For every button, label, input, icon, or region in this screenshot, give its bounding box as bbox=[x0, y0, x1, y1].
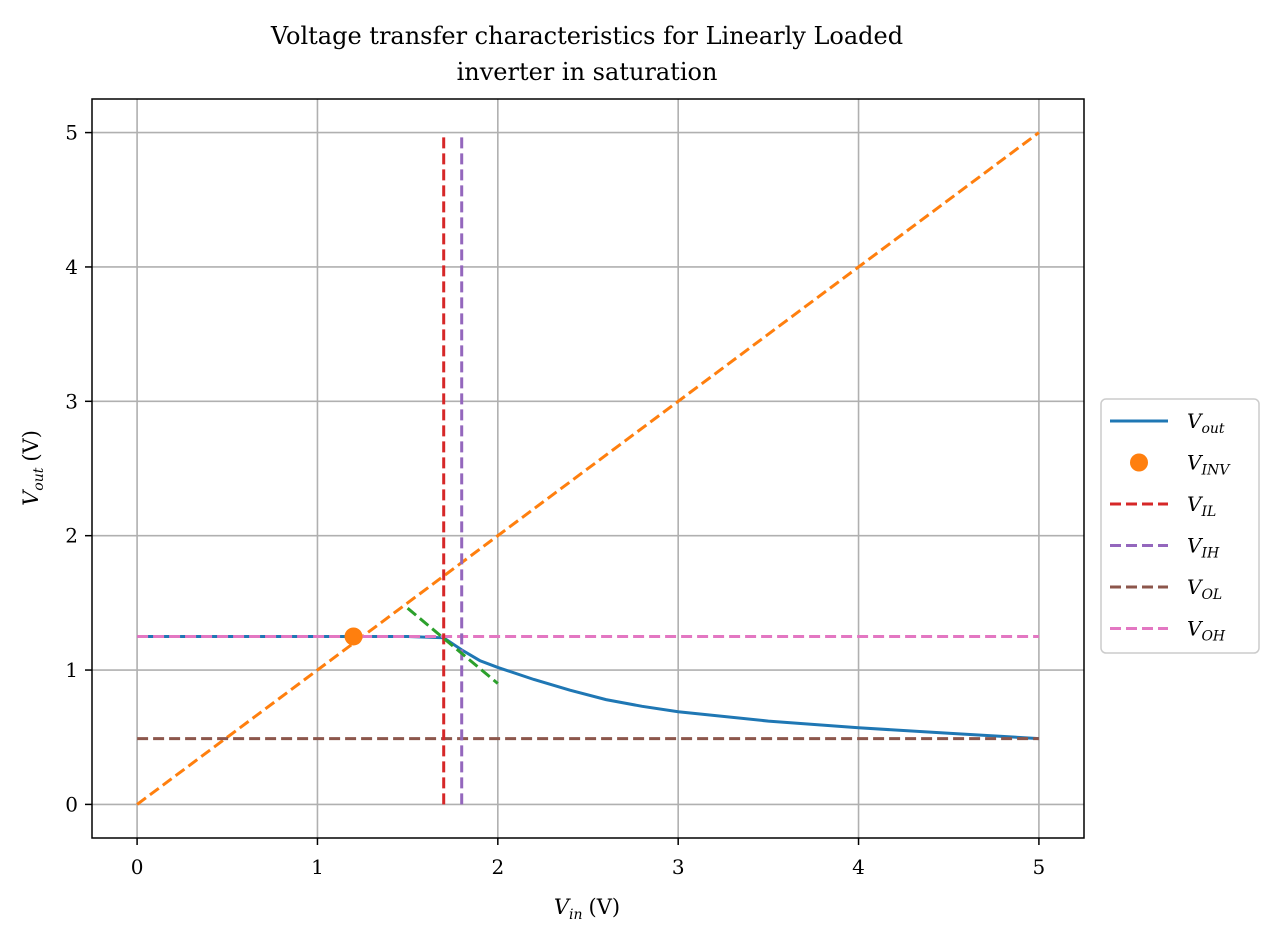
legend-box bbox=[1100, 398, 1260, 654]
axes-frame bbox=[91, 98, 1085, 839]
series-v-inv-point bbox=[344, 627, 363, 646]
plot-area bbox=[136, 131, 1040, 806]
x-tick-label: 4 bbox=[852, 855, 865, 879]
y-tick-label: 4 bbox=[65, 255, 78, 279]
grid bbox=[92, 99, 1084, 838]
legend-v-inv-label: VINV bbox=[1187, 451, 1231, 479]
y-tick-label: 1 bbox=[65, 658, 78, 682]
y-tick-label: 5 bbox=[65, 121, 78, 145]
legend-v-oh-label: VOH bbox=[1187, 617, 1226, 645]
y-axis-label: Vout (V) bbox=[19, 430, 47, 506]
legend-v-ol-label: VOL bbox=[1187, 575, 1222, 603]
x-axis-label-unit: (V) bbox=[589, 895, 621, 919]
x-tick-label: 2 bbox=[491, 855, 504, 879]
y-axis-label-main: V bbox=[19, 489, 43, 506]
x-axis-label-sub: in bbox=[569, 907, 583, 923]
y-axis-label-sub: out bbox=[31, 467, 47, 490]
x-tick-label: 3 bbox=[672, 855, 685, 879]
x-axis-label-main: V bbox=[554, 895, 571, 919]
legend-v-ih-label: VIH bbox=[1187, 534, 1220, 562]
chart-title-line1: Voltage transfer characteristics for Lin… bbox=[270, 22, 903, 50]
unity-gain-line bbox=[136, 131, 1040, 806]
y-axis-label-unit: (V) bbox=[19, 430, 43, 462]
legend-v-inv-marker bbox=[1130, 453, 1148, 472]
x-tick-label: 5 bbox=[1033, 855, 1046, 879]
legend-v-out-label: Vout bbox=[1187, 409, 1225, 437]
slope-tangent-line bbox=[406, 607, 499, 685]
chart-title-line2: inverter in saturation bbox=[457, 58, 718, 86]
y-tick-label: 2 bbox=[65, 524, 78, 548]
y-tick-label: 3 bbox=[65, 389, 78, 413]
legend-v-il-label: VIL bbox=[1187, 492, 1216, 520]
x-tick-label: 0 bbox=[131, 855, 144, 879]
legend: Vout VINV VIL VIH VOL VOH bbox=[1100, 398, 1260, 654]
x-axis-label: Vin (V) bbox=[554, 895, 620, 923]
ticks: 0 1 2 3 4 5 0 1 2 3 4 5 bbox=[65, 121, 1045, 879]
y-tick-label: 0 bbox=[65, 792, 78, 816]
x-tick-label: 1 bbox=[311, 855, 324, 879]
